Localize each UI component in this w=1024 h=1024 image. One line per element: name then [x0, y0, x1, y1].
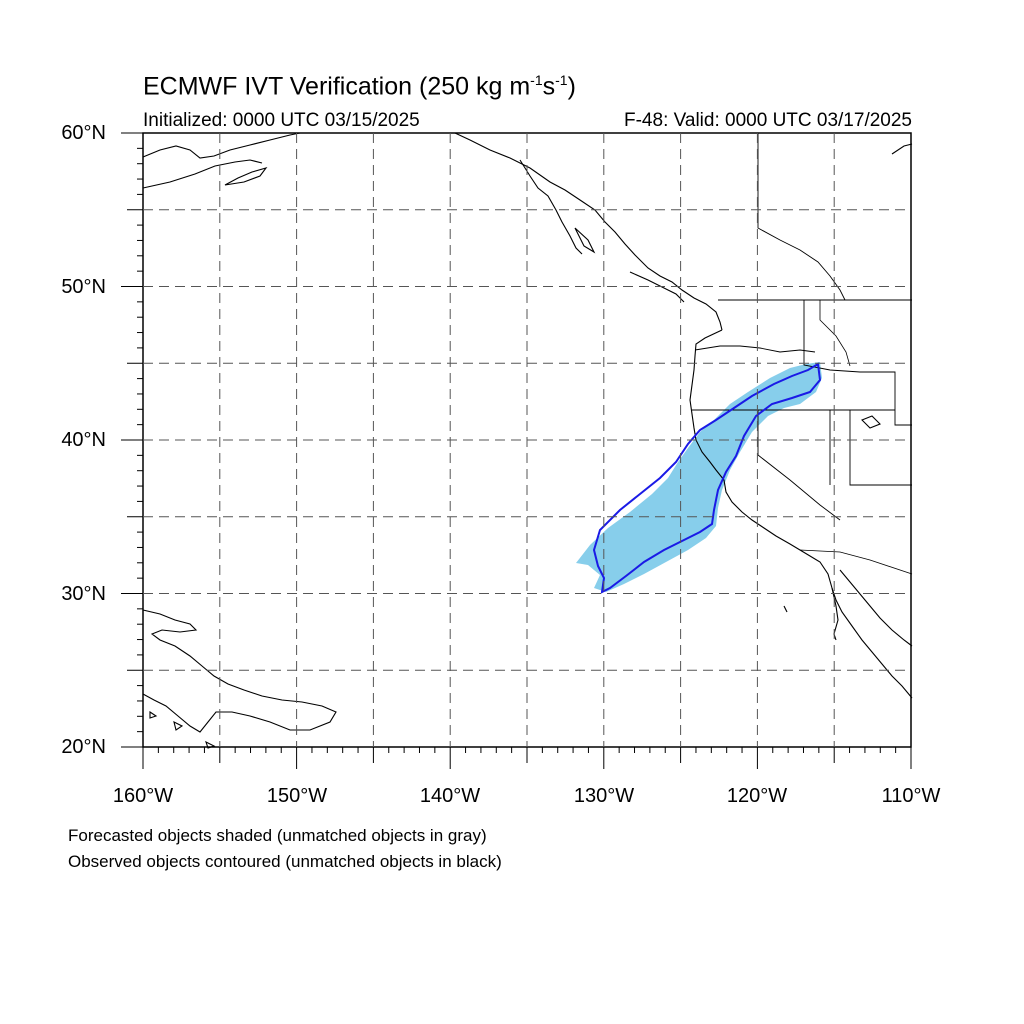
lat-label-30n: 30°N: [61, 583, 106, 605]
lon-label-120w: 120°W: [726, 785, 788, 807]
lat-label-50n: 50°N: [61, 276, 106, 298]
lon-label-110w: 110°W: [881, 785, 941, 807]
lon-label-150w: 150°W: [266, 785, 328, 807]
map-title: ECMWF IVT Verification (250 kg m-1s-1): [143, 72, 576, 101]
axis-ticks: [121, 132, 912, 769]
forecast-ivt-object: [576, 362, 822, 592]
graticule: [143, 133, 911, 747]
initialized-time: Initialized: 0000 UTC 03/15/2025: [143, 110, 420, 131]
lon-label-130w: 130°W: [573, 785, 635, 807]
footnote-observed: Observed objects contoured (unmatched ob…: [68, 852, 502, 871]
lat-label-40n: 40°N: [61, 429, 106, 451]
footnote-forecast: Forecasted objects shaded (unmatched obj…: [68, 826, 487, 845]
lon-label-140w: 140°W: [419, 785, 481, 807]
valid-time: F-48: Valid: 0000 UTC 03/17/2025: [624, 110, 912, 131]
coastlines: [142, 132, 913, 749]
lat-label-60n: 60°N: [61, 122, 106, 144]
lon-label-160w: 160°W: [112, 785, 174, 807]
lat-label-20n: 20°N: [61, 736, 106, 758]
observed-ivt-contour: [592, 362, 822, 594]
